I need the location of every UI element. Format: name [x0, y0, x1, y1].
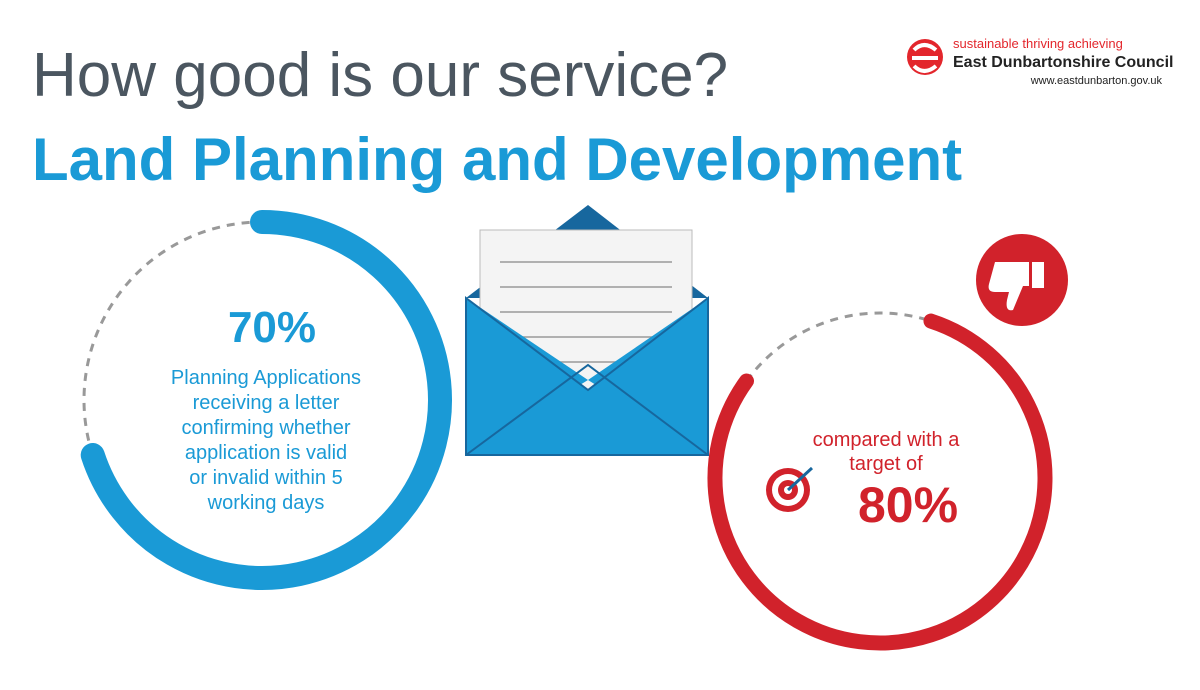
result-label: 70% — [228, 303, 316, 352]
target-icon — [766, 466, 814, 512]
thumb-cuff — [1032, 262, 1044, 288]
thumbs-down-icon — [976, 234, 1068, 326]
envelope-fold — [465, 363, 709, 456]
logo-name: East Dunbartonshire Council — [953, 54, 1173, 71]
logo: sustainable thriving achieving East Dunb… — [907, 36, 1173, 87]
envelope-body — [465, 295, 709, 456]
logo-e — [912, 43, 938, 73]
description-line: receiving a letter — [193, 392, 340, 414]
target-ring — [707, 311, 1053, 651]
envelope-icon — [465, 205, 709, 456]
description-line: working days — [207, 492, 325, 514]
result-description: Planning Applications receiving a letter c… — [171, 367, 361, 514]
ring-progress — [80, 210, 452, 590]
target-text-line: target of — [849, 453, 923, 475]
thumb — [988, 262, 1029, 311]
target-label: 80% — [858, 477, 958, 533]
description-line: application is valid — [185, 442, 347, 464]
description-line: confirming whether — [182, 417, 351, 439]
target-text-line: compared with a — [813, 429, 961, 451]
ring-progress — [707, 313, 1053, 651]
title: How good is our service? — [32, 41, 728, 110]
description-line: or invalid within 5 — [189, 467, 342, 489]
description-line: Planning Applications — [171, 367, 361, 389]
result-ring — [80, 210, 452, 590]
logo-url: www.eastdunbarton.gov.uk — [1030, 75, 1163, 87]
subtitle: Land Planning and Development — [32, 126, 962, 193]
ring-remainder — [82, 220, 263, 456]
logo-tagline: sustainable thriving achieving — [953, 36, 1123, 51]
